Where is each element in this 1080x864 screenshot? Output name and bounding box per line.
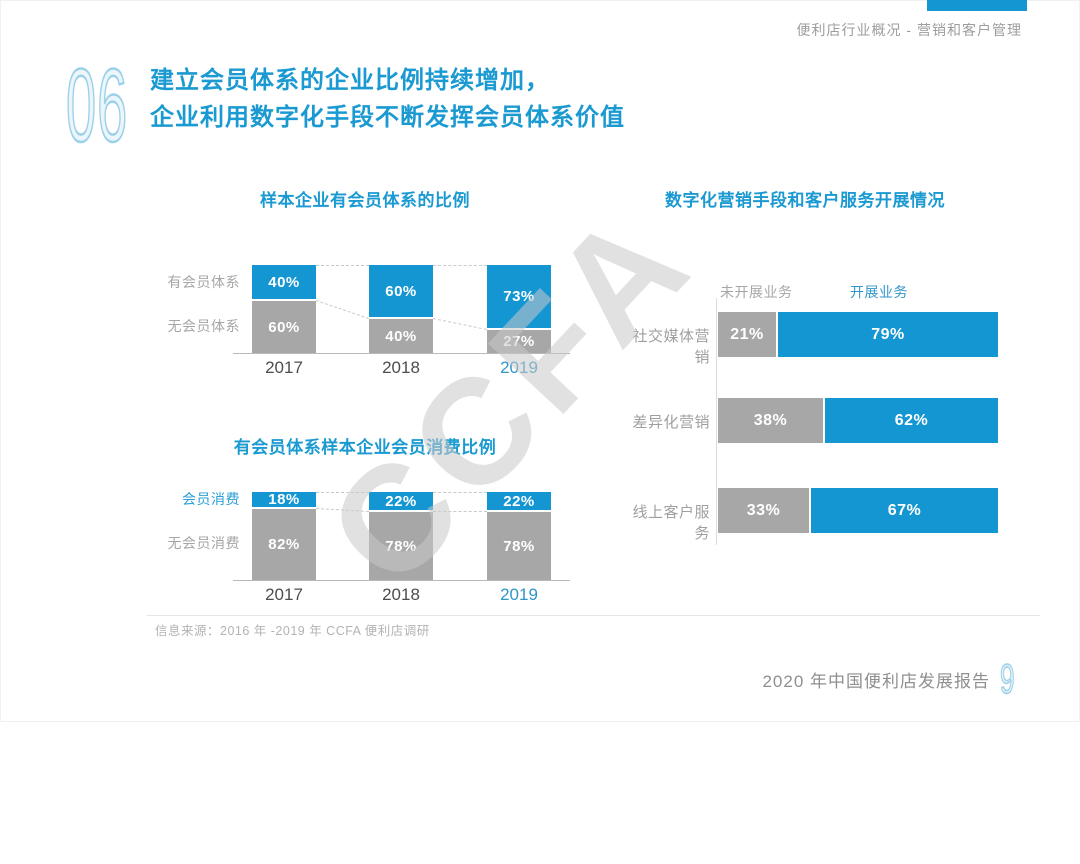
- year-label: 2019: [500, 585, 538, 604]
- bar-segment: 18%: [252, 491, 316, 508]
- footer-divider: [147, 615, 1040, 616]
- bar-segment: 22%: [369, 492, 433, 510]
- row-label: 社交媒体营销: [632, 328, 710, 366]
- year-label: 2019: [500, 358, 538, 377]
- dashed-connector: [316, 492, 369, 493]
- bar-segment: 21%: [718, 312, 776, 357]
- chart-membership-ratio: 样本企业有会员体系的比例 有会员体系 无会员体系 40% 60% 2017 60% 40…: [150, 182, 580, 417]
- bar-segment: 73%: [487, 265, 551, 328]
- page-title-line2: 企业利用数字化手段不断发挥会员体系价值: [150, 104, 625, 131]
- bar-segment: 38%: [718, 398, 823, 443]
- dashed-connector: [433, 511, 487, 512]
- y-axis-line: [716, 298, 717, 545]
- chart-plot: 40% 60% 2017 60% 40% 2018 73% 27% 2019: [150, 182, 580, 417]
- series-label-has-membership: 有会员体系: [167, 274, 240, 290]
- year-label: 2017: [265, 585, 303, 604]
- bar-segment: 82%: [252, 509, 316, 580]
- chart-title: 数字化营销手段和客户服务开展情况: [665, 191, 945, 210]
- chart-plot: 18% 82% 2017 22% 78% 2018 22% 78% 2019: [150, 427, 580, 627]
- dashed-connector: [433, 492, 487, 493]
- report-page: { "page": { "breadcrumb": "便利店行业概况 - 营销和…: [65, 0, 1050, 702]
- bar-segment: 40%: [369, 319, 433, 353]
- x-axis-line: [233, 353, 570, 354]
- source-note: 信息来源：2016 年 -2019 年 CCFA 便利店调研: [155, 624, 430, 638]
- bar-segment: 27%: [487, 330, 551, 353]
- bar-segment: 67%: [811, 488, 998, 533]
- dashed-connector: [315, 300, 369, 319]
- page-number: 9: [999, 655, 1015, 702]
- chart-title: 样本企业有会员体系的比例: [260, 191, 470, 210]
- dashed-connector: [432, 318, 487, 330]
- legend-not-carried-out: 未开展业务: [720, 284, 793, 300]
- bar-segment: 33%: [718, 488, 809, 533]
- breadcrumb: 便利店行业概况 - 营销和客户管理: [796, 22, 1022, 38]
- bar-segment: 40%: [252, 265, 316, 299]
- bar-segment: 78%: [487, 512, 551, 580]
- footer-report-title: 2020 年中国便利店发展报告: [762, 672, 990, 691]
- chart-member-consumption: 有会员体系样本企业会员消费比例 会员消费 无会员消费 18% 82% 2017 22%…: [150, 427, 580, 627]
- bar-segment: 78%: [369, 512, 433, 580]
- chart-digital-services: 数字化营销手段和客户服务开展情况 未开展业务 开展业务 社交媒体营销 21% 79%…: [620, 182, 1050, 547]
- row-label: 线上客户服务: [632, 504, 710, 542]
- bar-segment: 60%: [369, 265, 433, 317]
- dashed-connector: [315, 508, 369, 512]
- chart-plot: 社交媒体营销 21% 79% 差异化营销 38% 62% 线上客户服务 33% 67%: [620, 182, 1050, 547]
- series-label-nonmember-consumption: 无会员消费: [167, 535, 240, 551]
- bar-segment: 62%: [825, 398, 998, 443]
- year-label: 2018: [382, 585, 420, 604]
- chart-title: 有会员体系样本企业会员消费比例: [233, 438, 497, 457]
- year-label: 2017: [265, 358, 303, 377]
- series-label-no-membership: 无会员体系: [167, 318, 240, 334]
- page-title: 建立会员体系的企业比例持续增加， 企业利用数字化手段不断发挥会员体系价值: [150, 62, 625, 136]
- series-label-member-consumption: 会员消费: [182, 491, 240, 507]
- row-label: 差异化营销: [632, 414, 710, 431]
- header-accent-bar: [927, 0, 1027, 11]
- bar-segment: 60%: [252, 301, 316, 353]
- dashed-connector: [316, 265, 369, 266]
- x-axis-line: [233, 580, 570, 581]
- bar-segment: 79%: [778, 312, 998, 357]
- page-title-line1: 建立会员体系的企业比例持续增加，: [150, 67, 550, 94]
- dashed-connector: [433, 265, 487, 266]
- bar-segment: 22%: [487, 492, 551, 510]
- section-number: 06: [65, 48, 129, 164]
- year-label: 2018: [382, 358, 420, 377]
- legend-carried-out: 开展业务: [850, 284, 908, 300]
